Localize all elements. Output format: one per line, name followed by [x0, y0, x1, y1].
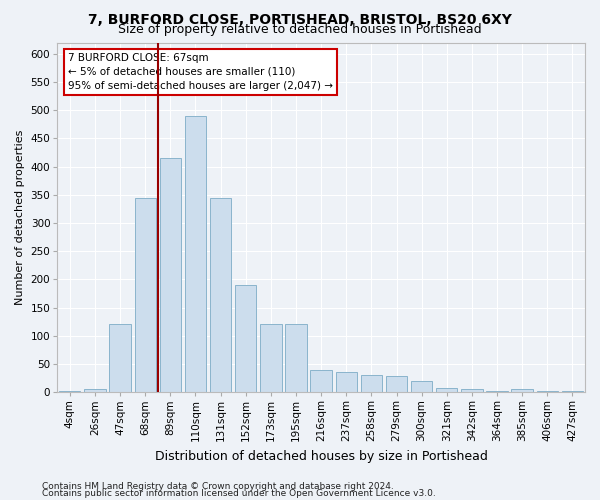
Bar	[260, 324, 281, 392]
Bar	[536, 391, 558, 392]
Bar	[386, 376, 407, 392]
Bar	[59, 391, 80, 392]
Text: Contains public sector information licensed under the Open Government Licence v3: Contains public sector information licen…	[42, 489, 436, 498]
Bar	[411, 381, 433, 392]
Text: Size of property relative to detached houses in Portishead: Size of property relative to detached ho…	[118, 22, 482, 36]
Bar	[487, 391, 508, 392]
Y-axis label: Number of detached properties: Number of detached properties	[15, 130, 25, 305]
Text: Contains HM Land Registry data © Crown copyright and database right 2024.: Contains HM Land Registry data © Crown c…	[42, 482, 394, 491]
Bar	[335, 372, 357, 392]
Text: 7, BURFORD CLOSE, PORTISHEAD, BRISTOL, BS20 6XY: 7, BURFORD CLOSE, PORTISHEAD, BRISTOL, B…	[88, 12, 512, 26]
Bar	[310, 370, 332, 392]
Bar	[511, 390, 533, 392]
Bar	[134, 198, 156, 392]
Bar	[436, 388, 457, 392]
Bar	[235, 285, 256, 392]
Text: 7 BURFORD CLOSE: 67sqm
← 5% of detached houses are smaller (110)
95% of semi-det: 7 BURFORD CLOSE: 67sqm ← 5% of detached …	[68, 53, 333, 91]
Bar	[361, 375, 382, 392]
Bar	[84, 390, 106, 392]
Bar	[461, 390, 482, 392]
Bar	[210, 198, 231, 392]
Bar	[109, 324, 131, 392]
Bar	[185, 116, 206, 392]
Bar	[160, 158, 181, 392]
Bar	[562, 391, 583, 392]
X-axis label: Distribution of detached houses by size in Portishead: Distribution of detached houses by size …	[155, 450, 488, 462]
Bar	[286, 324, 307, 392]
